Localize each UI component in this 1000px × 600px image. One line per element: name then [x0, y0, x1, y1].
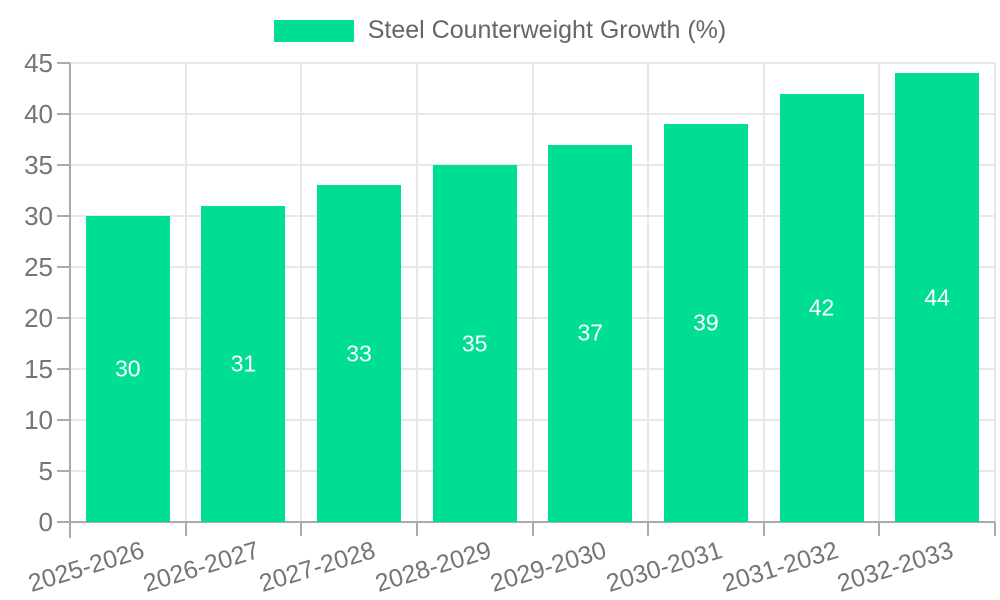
y-tick-mark [57, 368, 70, 370]
x-axis-tick-label: 2032-2033 [834, 536, 957, 598]
y-axis-tick-label: 35 [24, 150, 53, 180]
bar-2028-2029 [432, 165, 517, 522]
y-tick-mark [57, 470, 70, 472]
x-tick-mark [415, 522, 418, 536]
bar-2025-2026 [85, 216, 170, 522]
x-axis-tick-label: 2026-2027 [140, 536, 264, 598]
bar-value-label: 44 [924, 284, 950, 311]
x-axis-tick-label: 2028-2029 [371, 536, 495, 598]
bar-2027-2028 [317, 185, 402, 522]
x-axis-line [70, 521, 995, 523]
x-gridline [647, 63, 650, 522]
x-gridline [762, 63, 765, 522]
x-tick-mark [762, 522, 765, 536]
legend-label: Steel Counterweight Growth (%) [367, 16, 727, 44]
y-tick-mark [57, 62, 70, 64]
bar-2026-2027 [201, 205, 286, 522]
x-gridline [994, 63, 996, 522]
bar-2031-2032 [779, 93, 864, 522]
bar-value-label: 42 [808, 294, 835, 321]
y-tick-mark [57, 266, 70, 268]
y-tick-mark [57, 113, 70, 115]
x-gridline [184, 63, 187, 522]
legend-swatch [273, 19, 354, 42]
legend-item-steel-counterweight[interactable]: Steel Counterweight Growth (%) [273, 16, 727, 44]
x-gridline [415, 63, 418, 522]
x-tick-mark [647, 522, 650, 536]
y-tick-mark [57, 317, 70, 319]
y-axis-tick-label: 25 [24, 252, 53, 282]
bar-value-label: 35 [461, 330, 488, 356]
x-gridline [878, 63, 881, 522]
y-axis-tick-label: 15 [24, 354, 53, 384]
x-gridline [531, 63, 534, 522]
bar-2030-2031 [663, 124, 748, 522]
y-axis-tick-label: 45 [24, 48, 53, 78]
y-tick-mark [57, 521, 70, 523]
bar-value-label: 31 [230, 350, 257, 377]
x-tick-mark [878, 522, 881, 536]
y-tick-mark [57, 164, 70, 166]
y-axis-tick-label: 20 [24, 303, 53, 333]
y-axis-tick-label: 5 [38, 456, 53, 486]
x-axis-tick-label: 2029-2030 [487, 536, 610, 598]
x-axis-tick-label: 2030-2031 [603, 536, 726, 598]
y-axis-line [69, 63, 71, 538]
x-tick-mark [300, 522, 303, 536]
bar-value-label: 37 [577, 319, 604, 346]
x-gridline [300, 63, 303, 522]
x-axis-tick-label: 2025-2026 [24, 536, 148, 598]
chart-legend: Steel Counterweight Growth (%) [0, 18, 1000, 43]
y-axis-tick-label: 10 [24, 405, 53, 435]
y-axis-tick-label: 40 [24, 99, 53, 129]
y-axis-tick-label: 0 [38, 507, 53, 537]
bar-value-label: 30 [115, 355, 141, 382]
x-tick-mark [994, 522, 996, 536]
y-tick-mark [57, 419, 70, 421]
y-tick-mark [57, 215, 70, 217]
bar-2029-2030 [548, 144, 633, 522]
x-tick-mark [531, 522, 534, 536]
x-tick-mark [184, 522, 187, 536]
x-axis-tick-label: 2031-2032 [718, 536, 842, 598]
y-axis-tick-label: 30 [24, 201, 53, 231]
bar-2032-2033 [895, 73, 980, 522]
bar-value-label: 39 [693, 309, 719, 336]
x-axis-tick-label: 2027-2028 [256, 536, 379, 598]
bar-value-label: 33 [346, 340, 372, 367]
